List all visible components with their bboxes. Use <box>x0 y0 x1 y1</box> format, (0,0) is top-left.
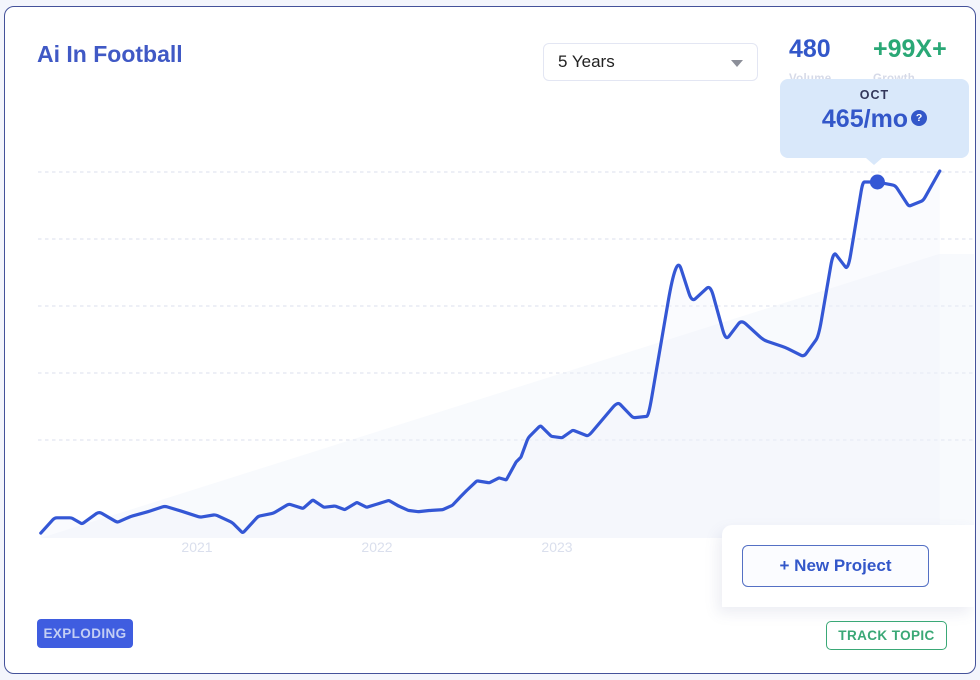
svg-text:2022: 2022 <box>361 539 392 555</box>
svg-text:2021: 2021 <box>181 539 212 555</box>
svg-text:2023: 2023 <box>541 539 572 555</box>
